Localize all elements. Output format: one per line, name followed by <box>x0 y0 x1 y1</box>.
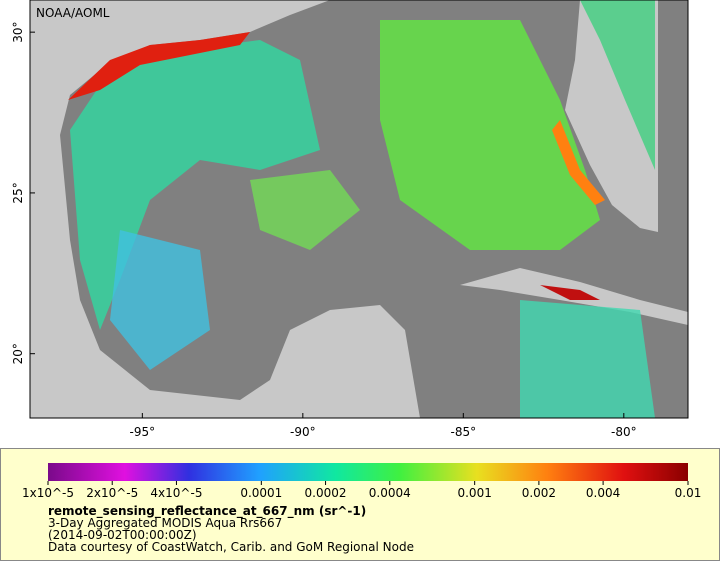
x-tick-label: -85° <box>451 425 477 439</box>
colorbar <box>48 463 688 481</box>
atlantic <box>658 0 688 418</box>
colorbar-tick-label: 0.0002 <box>305 486 347 500</box>
x-tick-label: -90° <box>290 425 316 439</box>
data-central <box>250 170 360 250</box>
y-tick-label: 20° <box>11 343 25 364</box>
data-bay <box>110 230 210 370</box>
colorbar-tick-label: 0.002 <box>522 486 556 500</box>
map-area <box>30 0 688 418</box>
coastal-high-cuba <box>540 285 600 300</box>
colorbar-tick-label: 4x10^-5 <box>150 486 202 500</box>
data-atlantic <box>580 0 655 170</box>
legend-line: Data courtesy of CoastWatch, Carib. and … <box>48 540 414 554</box>
coastal-high <box>68 32 250 100</box>
colorbar-tick-label: 0.01 <box>675 486 702 500</box>
map-frame <box>29 0 689 419</box>
legend-line: 3-Day Aggregated MODIS Aqua Rrs667 <box>48 516 282 530</box>
y-tick-label: 25° <box>11 182 25 203</box>
x-tick-label: -80° <box>611 425 637 439</box>
legend-line: (2014-09-02T00:00:00Z) <box>48 528 197 542</box>
data-east <box>380 20 600 250</box>
x-tick-label: -95° <box>130 425 156 439</box>
colorbar-tick-label: 0.001 <box>457 486 491 500</box>
colorbar-tick-label: 0.0004 <box>369 486 411 500</box>
legend-variable: remote_sensing_reflectance_at_667_nm (sr… <box>48 504 366 519</box>
data-caribbean <box>520 300 655 418</box>
colorbar-tick-label: 1x10^-5 <box>22 486 74 500</box>
colorbar-tick-label: 0.0001 <box>240 486 282 500</box>
y-tick-label: 30° <box>11 22 25 43</box>
data-west <box>70 40 320 330</box>
colorbar-tick-label: 0.004 <box>586 486 620 500</box>
coastal-high-fl <box>552 120 605 205</box>
colorbar-tick-label: 2x10^-5 <box>86 486 138 500</box>
map-label: NOAA/AOML <box>36 6 110 20</box>
